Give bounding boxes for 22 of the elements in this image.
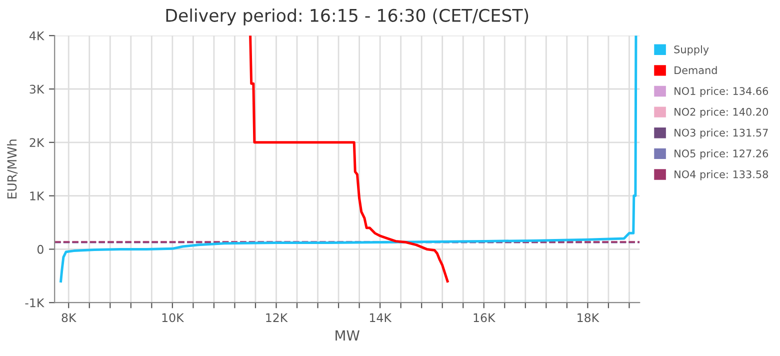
legend-label: NO4 price: 133.58 — [674, 170, 768, 180]
y-tick-label: 3K — [30, 84, 44, 94]
y-axis-title: EUR/MWh — [7, 140, 18, 198]
x-tick-label: 8K — [62, 313, 76, 322]
legend-label: NO3 price: 131.57 — [674, 128, 768, 139]
x-tick-label: 12K — [266, 313, 288, 322]
x-tick-label: 14K — [370, 313, 392, 322]
x-axis-title: MW — [336, 330, 360, 341]
x-tick-label: 18K — [578, 313, 600, 322]
x-tick-label: 16K — [474, 313, 496, 322]
legend-label: NO1 price: 134.66 — [674, 86, 768, 97]
y-tick-label: -1K — [25, 298, 44, 308]
legend-label: NO2 price: 140.20 — [674, 108, 768, 118]
legend-label: Demand — [674, 66, 717, 74]
legend-label: NO5 price: 127.26 — [674, 149, 768, 160]
y-tick-label: 0 — [37, 244, 44, 254]
legend-label: Supply — [674, 45, 709, 56]
y-tick-label: 4K — [30, 31, 44, 40]
y-tick-label: 1K — [30, 192, 44, 200]
chart-title: Delivery period: 16:15 - 16:30 (CET/CEST) — [166, 8, 528, 26]
x-tick-label: 10K — [162, 313, 184, 322]
y-tick-label: 2K — [30, 138, 44, 147]
